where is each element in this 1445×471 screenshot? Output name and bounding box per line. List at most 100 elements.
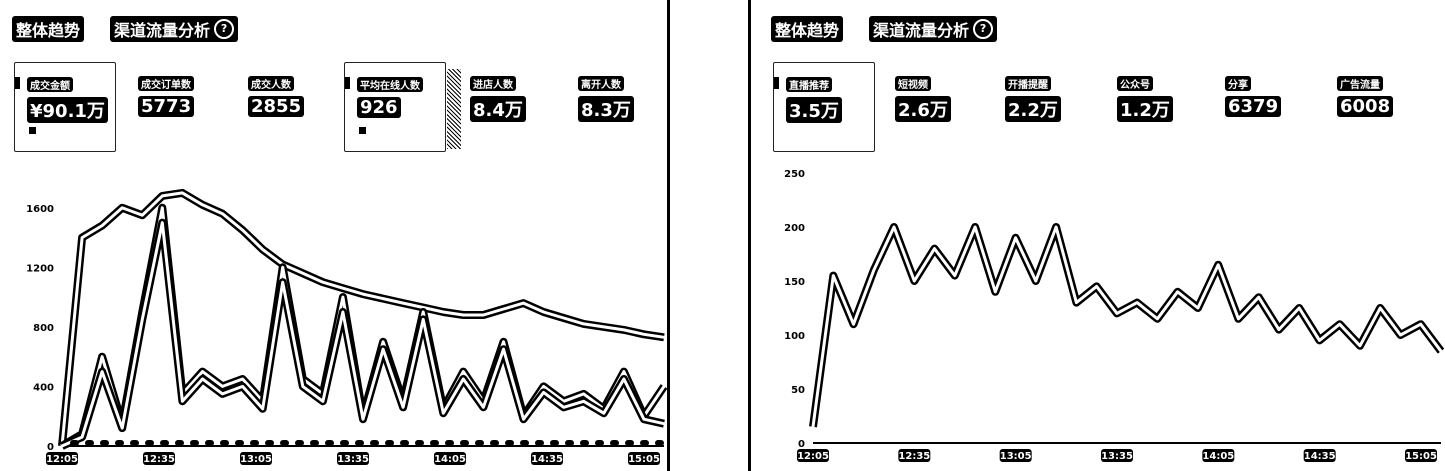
data-point: [663, 385, 665, 388]
y-tick: 0: [798, 439, 805, 450]
x-tick-bg: [1405, 449, 1437, 462]
y-tick-label: 200: [784, 223, 805, 234]
data-point: [893, 226, 896, 228]
y-tick: 0: [47, 442, 54, 453]
metric-ad-traffic[interactable]: 广告流量 6008: [1325, 62, 1425, 150]
metric-live-reminder[interactable]: 开播提醒 2.2万: [993, 62, 1093, 150]
data-point: [121, 427, 124, 430]
metric-label: 平均在线人数: [357, 77, 423, 92]
data-point: [1318, 339, 1321, 342]
tab-channel-traffic[interactable]: 渠道流量分析 ?: [869, 16, 998, 42]
data-point: [1095, 285, 1098, 288]
data-point: [582, 322, 585, 325]
metric-value: 6008: [1337, 96, 1394, 117]
x-tick-bg: [1101, 449, 1133, 462]
baseline-dash: [355, 440, 364, 446]
data-point: [933, 247, 936, 250]
data-point: [382, 348, 385, 351]
y-tick: 1600: [26, 204, 54, 215]
metric-label: 成交订单数: [138, 76, 194, 91]
series-line-2: [60, 218, 665, 450]
data-point: [913, 280, 916, 282]
metric-value: 1.2万: [1117, 96, 1173, 122]
metric-sales-amount[interactable]: 成交金额 ¥90.1万: [14, 62, 116, 152]
series-line-0: [58, 188, 665, 447]
data-point: [402, 302, 405, 305]
x-tick-bg: [240, 452, 272, 465]
data-point: [442, 311, 445, 313]
tab-overall-trend[interactable]: 整体趋势: [12, 16, 85, 42]
data-point: [181, 191, 184, 194]
metric-avg-online[interactable]: 平均在线人数 926: [344, 62, 461, 152]
data-point: [502, 340, 505, 343]
metric-label: 公众号: [1117, 76, 1153, 91]
y-tick: 200: [784, 223, 805, 234]
help-icon[interactable]: ?: [973, 19, 994, 39]
y-tick: 250: [784, 169, 805, 180]
data-point: [221, 392, 224, 395]
left-panel: 整体趋势 渠道流量分析 ? 成交金额 ¥90.1万 成交订单数 5773 成交人…: [0, 0, 670, 471]
y-tick: 150: [784, 277, 805, 288]
data-point: [1217, 263, 1220, 266]
metric-label: 直播推荐: [786, 77, 832, 92]
metric-visitors-in[interactable]: 进店人数 8.4万: [458, 62, 558, 150]
metric-live-recommend[interactable]: 直播推荐 3.5万: [773, 62, 875, 152]
y-tick-label: 400: [33, 382, 54, 393]
data-point: [141, 318, 144, 321]
data-point: [221, 385, 224, 388]
data-point: [1055, 226, 1058, 228]
data-point: [241, 229, 244, 232]
data-point: [1399, 334, 1402, 336]
data-point: [462, 313, 465, 316]
data-point: [1440, 350, 1442, 353]
data-point: [301, 385, 304, 388]
data-point: [622, 370, 625, 373]
metric-visitors-out[interactable]: 离开人数 8.3万: [566, 62, 666, 150]
x-tick-label: 13:35: [1101, 451, 1133, 462]
data-point: [301, 272, 304, 275]
metric-share[interactable]: 分享 6379: [1213, 62, 1313, 150]
baseline-dash: [70, 440, 79, 446]
data-point: [101, 355, 104, 358]
data-point: [281, 266, 284, 269]
x-tick-bg: [434, 452, 466, 465]
data-point: [1176, 290, 1179, 293]
data-point: [502, 308, 505, 311]
data-point: [161, 206, 164, 209]
data-point: [542, 391, 545, 394]
data-point: [1277, 328, 1280, 331]
y-tick: 1200: [26, 263, 54, 274]
baseline-dash: [325, 440, 334, 446]
metric-orders[interactable]: 成交订单数 5773: [126, 62, 226, 150]
tab-channel-traffic[interactable]: 渠道流量分析 ?: [110, 16, 239, 42]
overall-trend-chart: 0 400 800 1200 1600 12:05 12:35 13:05 13:35 14:05…: [26, 188, 667, 465]
legend-swatch: [359, 127, 366, 134]
data-point: [422, 318, 425, 321]
data-point: [663, 422, 665, 425]
y-tick-label: 1200: [26, 263, 54, 274]
help-icon[interactable]: ?: [214, 19, 235, 39]
baseline-dash: [640, 440, 649, 446]
metric-label: 分享: [1225, 76, 1251, 91]
data-point: [261, 248, 264, 251]
x-tick-bg: [898, 449, 931, 462]
baseline-dash: [115, 440, 124, 446]
y-tick-label: 100: [784, 331, 805, 342]
metric-value: 3.5万: [786, 97, 842, 123]
data-point: [1298, 307, 1301, 309]
metric-buyers[interactable]: 成交人数 2855: [236, 62, 336, 150]
data-point: [81, 236, 84, 239]
x-tick-label: 12:35: [898, 451, 930, 462]
y-tick: 100: [784, 331, 805, 342]
metric-official-account[interactable]: 公众号 1.2万: [1105, 62, 1205, 150]
data-point: [181, 400, 184, 403]
data-point: [602, 412, 605, 415]
data-point: [542, 311, 545, 313]
x-tick-bg: [1202, 449, 1235, 462]
data-point: [1379, 307, 1382, 309]
metric-short-video[interactable]: 短视频 2.6万: [883, 62, 983, 150]
data-point: [341, 287, 344, 290]
y-tick: 800: [33, 323, 54, 334]
tab-overall-trend[interactable]: 整体趋势: [771, 16, 844, 42]
x-tick-bg: [628, 452, 660, 465]
